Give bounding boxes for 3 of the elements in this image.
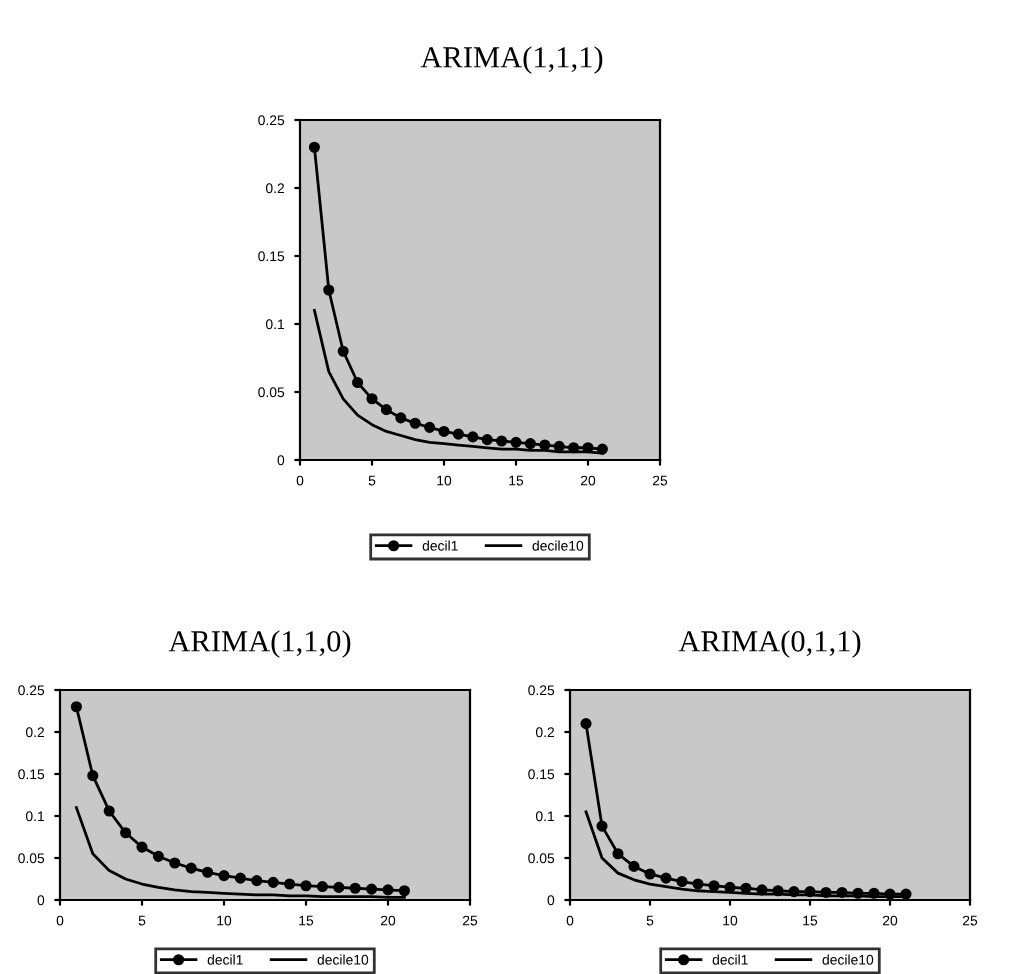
chart-title: ARIMA(1,1,0): [168, 630, 351, 658]
chart-title: ARIMA(0,1,1): [678, 630, 861, 658]
chart-title: ARIMA(1,1,1): [420, 46, 603, 74]
